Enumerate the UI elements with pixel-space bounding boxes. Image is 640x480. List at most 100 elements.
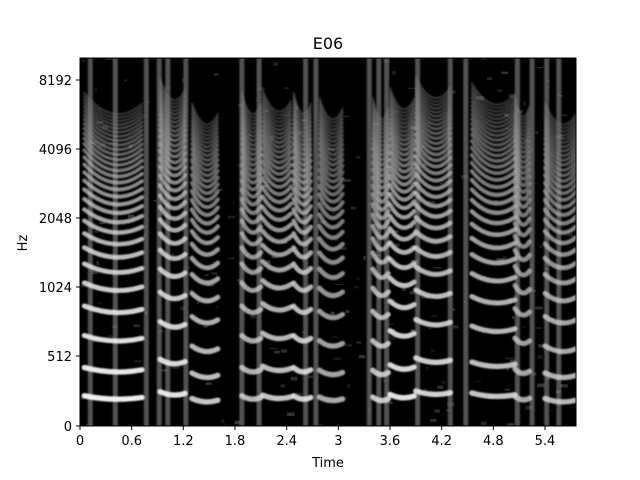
harmonic-stroke — [81, 393, 145, 402]
harmonic-stroke — [388, 150, 416, 174]
harmonic-stroke — [413, 171, 453, 191]
harmonic-stroke — [414, 86, 452, 110]
harmonic-stroke — [543, 147, 576, 172]
harmonic-stroke — [317, 160, 345, 184]
harmonic-stroke — [189, 290, 221, 304]
harmonic-stroke — [388, 143, 416, 168]
harmonic-stroke — [291, 148, 313, 173]
noise-speckle — [221, 419, 225, 424]
harmonic-stroke — [260, 167, 293, 189]
plot-background — [80, 58, 576, 426]
chart-title: E06 — [313, 34, 343, 53]
harmonic-stroke — [469, 169, 517, 190]
burst-column — [87, 58, 93, 426]
harmonic-stroke — [291, 245, 314, 260]
harmonic-stroke — [470, 117, 517, 142]
harmonic-stroke — [190, 147, 220, 172]
harmonic-stroke — [318, 97, 344, 121]
harmonic-stroke — [543, 142, 576, 167]
harmonic-stroke — [158, 88, 187, 112]
harmonic-stroke — [543, 102, 576, 126]
harmonic-stroke — [261, 103, 293, 128]
noise-speckle — [461, 409, 465, 411]
noise-speckle — [286, 412, 295, 417]
noise-speckle — [537, 383, 545, 388]
harmonic-stroke — [371, 160, 391, 184]
harmonic-stroke — [470, 96, 517, 121]
harmonic-stroke — [189, 217, 220, 235]
noise-speckle — [523, 101, 526, 106]
harmonic-stroke — [470, 89, 516, 113]
y-tick-label: 2048 — [39, 212, 72, 227]
noise-speckle — [433, 266, 442, 269]
noise-speckle — [508, 94, 514, 98]
harmonic-stroke — [317, 142, 345, 167]
harmonic-stroke — [261, 111, 293, 136]
harmonic-stroke — [83, 98, 144, 123]
harmonic-stroke — [190, 120, 220, 144]
harmonic-stroke — [190, 137, 220, 162]
harmonic-stroke — [542, 197, 576, 217]
noise-speckle — [318, 423, 323, 426]
noise-speckle — [271, 256, 277, 259]
noise-speckle — [509, 359, 517, 364]
harmonic-stroke — [261, 115, 293, 140]
harmonic-stroke — [414, 120, 452, 146]
harmonic-stroke — [543, 158, 576, 183]
harmonic-stroke — [158, 128, 187, 153]
noise-speckle — [525, 405, 533, 410]
harmonic-stroke — [370, 175, 391, 197]
harmonic-stroke — [414, 139, 453, 163]
harmonic-stroke — [189, 229, 220, 246]
harmonic-stroke — [414, 115, 452, 140]
harmonic-stroke — [316, 394, 346, 404]
harmonic-stroke — [239, 207, 263, 225]
harmonic-stroke — [81, 303, 145, 316]
noise-speckle — [217, 188, 223, 191]
harmonic-stroke — [260, 228, 294, 244]
noise-speckle — [446, 409, 450, 412]
voiced-segment — [316, 97, 346, 404]
burst-column — [156, 58, 162, 426]
harmonic-stroke — [190, 152, 220, 178]
harmonic-stroke — [157, 319, 188, 330]
harmonic-stroke — [469, 221, 518, 237]
harmonic-stroke — [512, 209, 532, 227]
voiced-segment — [259, 89, 294, 402]
noise-speckle — [402, 287, 406, 291]
harmonic-stroke — [157, 356, 188, 367]
harmonic-stroke — [190, 109, 219, 133]
harmonic-stroke — [291, 231, 314, 247]
harmonic-stroke — [318, 111, 344, 135]
harmonic-stroke — [512, 189, 532, 209]
voiced-segment — [157, 78, 188, 398]
harmonic-stroke — [370, 192, 391, 212]
noise-speckle — [295, 392, 302, 396]
noise-speckle — [233, 201, 235, 204]
voiced-segment — [239, 91, 264, 402]
noise-speckle — [94, 230, 98, 233]
noise-speckle — [538, 67, 544, 69]
harmonic-stroke — [82, 196, 145, 216]
harmonic-stroke — [413, 264, 453, 277]
noise-speckle — [561, 114, 568, 116]
harmonic-stroke — [470, 85, 516, 110]
harmonic-stroke — [240, 136, 263, 162]
noise-speckle — [356, 276, 360, 281]
noise-speckle — [535, 131, 539, 134]
harmonic-stroke — [470, 100, 517, 125]
x-tick-label: 1.2 — [173, 434, 194, 449]
harmonic-stroke — [240, 155, 263, 179]
harmonic-stroke — [512, 306, 532, 318]
harmonic-stroke — [414, 106, 452, 131]
noise-speckle — [509, 357, 515, 360]
noise-speckle — [335, 284, 342, 286]
harmonic-stroke — [260, 160, 293, 183]
harmonic-stroke — [387, 275, 417, 289]
harmonic-stroke — [190, 124, 220, 149]
harmonic-stroke — [240, 148, 263, 173]
harmonic-stroke — [239, 245, 264, 260]
burst-column — [183, 58, 189, 426]
harmonic-stroke — [414, 79, 452, 103]
harmonic-stroke — [388, 105, 416, 129]
